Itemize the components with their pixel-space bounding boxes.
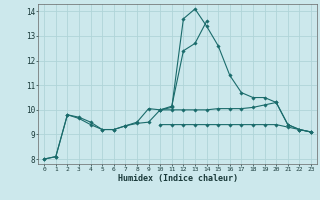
X-axis label: Humidex (Indice chaleur): Humidex (Indice chaleur) — [118, 174, 238, 183]
